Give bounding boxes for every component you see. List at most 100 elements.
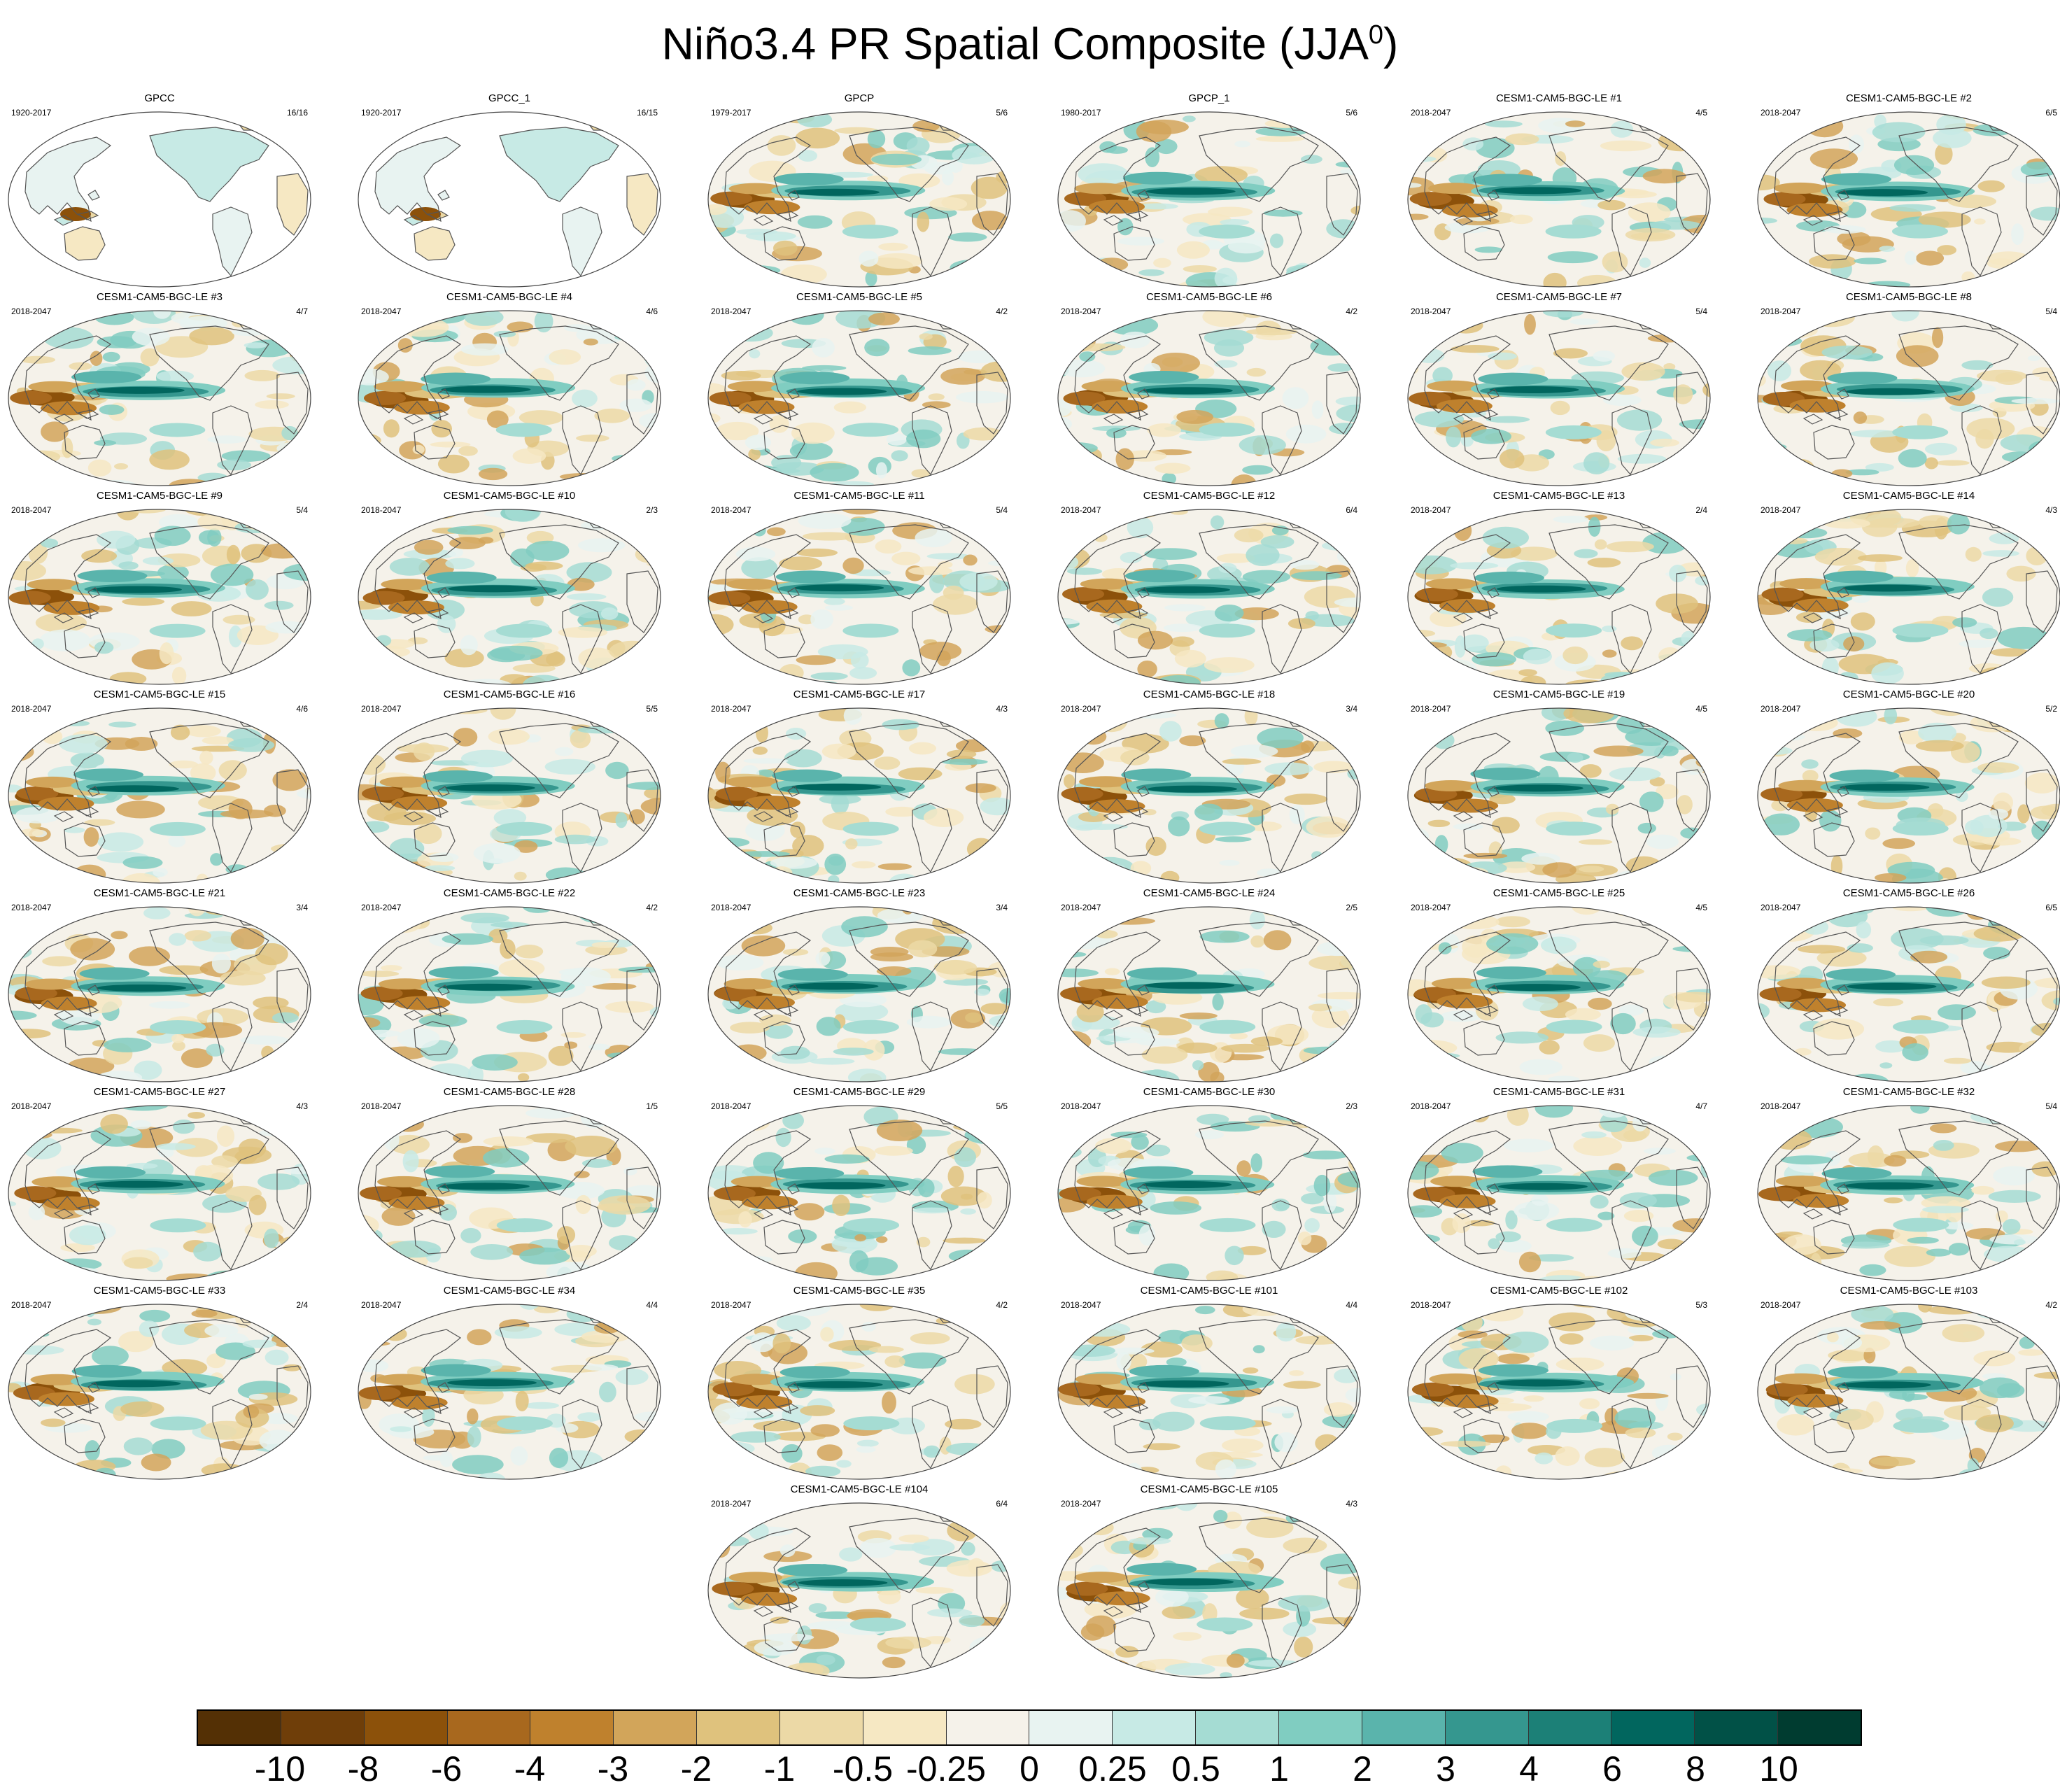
anomaly-blob <box>159 642 174 665</box>
map-outline <box>1057 906 1361 1082</box>
anomaly-blob <box>259 1129 291 1136</box>
anomaly-blob <box>959 572 998 591</box>
anomaly-blob <box>644 786 661 800</box>
anomaly-blob <box>591 942 619 948</box>
anomaly-blob <box>810 463 859 482</box>
dry-anomaly <box>14 1186 57 1201</box>
wet-anomaly <box>149 423 206 437</box>
anomaly-blob <box>990 1646 1010 1662</box>
coastline <box>1837 1382 1849 1393</box>
map-outline <box>1407 111 1711 288</box>
panel-title: CESM1-CAM5-BGC-LE #34 <box>443 1285 576 1297</box>
coastline <box>1424 931 1511 1017</box>
map-outline <box>1057 707 1361 884</box>
anomaly-blob <box>999 552 1010 567</box>
anomaly-blob <box>90 351 103 366</box>
colorbar-swatch <box>1196 1711 1279 1744</box>
anomaly-blob <box>708 251 740 262</box>
panel-title: CESM1-CAM5-BGC-LE #5 <box>796 291 923 303</box>
coastline <box>626 372 658 435</box>
anomaly-blob <box>94 641 114 654</box>
anomaly-blob <box>1164 604 1206 612</box>
coastline <box>427 1006 449 1015</box>
wet-anomaly <box>423 770 493 783</box>
anomaly-blob <box>397 1060 409 1075</box>
anomaly-blob <box>763 1068 784 1082</box>
anomaly-blob <box>558 968 588 976</box>
anomaly-blob <box>1427 819 1451 827</box>
anomaly-blob <box>156 1143 196 1150</box>
anomaly-blob <box>281 658 311 678</box>
anomaly-blob <box>1898 730 1925 745</box>
anomaly-blob <box>843 708 862 725</box>
anomaly-blob <box>97 832 144 852</box>
anomaly-blob <box>383 419 400 438</box>
coastline <box>1103 215 1124 226</box>
anomaly-blob <box>460 343 509 356</box>
anomaly-blob <box>1518 669 1537 677</box>
anomaly-blob <box>1311 1006 1350 1029</box>
anomaly-blob <box>1981 837 2022 846</box>
anomaly-blob <box>1313 1174 1331 1197</box>
coastline <box>912 1399 952 1469</box>
wet-anomaly <box>1199 1416 1256 1431</box>
precip-anomaly-map <box>1407 906 1711 1082</box>
coastline <box>437 1382 450 1393</box>
anomaly-blob <box>1222 759 1262 765</box>
land-fill <box>414 227 455 260</box>
anomaly-blob <box>1283 1381 1321 1389</box>
anomaly-blob <box>1301 740 1315 753</box>
dry-anomaly <box>727 381 781 393</box>
wet-anomaly <box>1478 1364 1548 1377</box>
panel-period: 2018-2047 <box>1761 1101 1801 1111</box>
anomaly-blob <box>1145 1000 1166 1014</box>
anomaly-blob <box>1339 463 1353 484</box>
panel-period: 2018-2047 <box>1761 505 1801 515</box>
coastline <box>1103 1606 1124 1617</box>
coastline <box>1487 1382 1500 1393</box>
dry-anomaly <box>1074 1572 1128 1583</box>
anomaly-blob <box>1989 532 2019 544</box>
anomaly-blob <box>565 1245 597 1258</box>
anomaly-blob <box>1264 910 1298 917</box>
anomaly-blob <box>1058 466 1100 485</box>
wet-anomaly <box>71 370 142 383</box>
anomaly-blob <box>1227 239 1265 254</box>
anomaly-blob <box>1947 195 1996 209</box>
anomaly-blob <box>1327 363 1353 372</box>
anomaly-blob <box>1152 1411 1195 1432</box>
coastline <box>1961 1001 2002 1072</box>
anomaly-blob <box>1058 1350 1065 1369</box>
dry-anomaly <box>726 578 780 590</box>
anomaly-blob <box>886 433 907 446</box>
coastline <box>777 1403 799 1413</box>
anomaly-blob <box>467 1408 479 1425</box>
anomaly-blob <box>2044 1059 2060 1071</box>
panel-period: 2018-2047 <box>361 903 402 912</box>
map-outline <box>1057 310 1361 486</box>
precip-anomaly-map <box>1757 111 2060 288</box>
anomaly-blob <box>172 1040 185 1051</box>
anomaly-blob <box>729 324 773 342</box>
dry-anomaly <box>736 1395 793 1409</box>
coastline <box>1453 1208 1474 1220</box>
anomaly-blob <box>1679 215 1710 234</box>
coastline <box>1074 1528 1162 1614</box>
coastline <box>1127 1204 1149 1214</box>
coastline <box>499 1319 619 1395</box>
anomaly-blob <box>1910 1106 1930 1114</box>
anomaly-blob <box>1283 1621 1317 1637</box>
coastline <box>1676 570 1708 633</box>
coastline <box>1137 190 1150 201</box>
panel-title: CESM1-CAM5-BGC-LE #103 <box>1840 1285 1978 1297</box>
anomaly-blob <box>28 1204 45 1220</box>
anomaly-blob <box>1199 930 1250 943</box>
anomaly-blob <box>264 600 294 610</box>
map-panel: CESM1-CAM5-BGC-LE #104 2018-2047 6/4 <box>705 1483 1013 1682</box>
anomaly-blob <box>142 556 174 565</box>
dry-anomaly <box>1089 799 1145 814</box>
wet-anomaly <box>842 821 899 836</box>
coastline <box>849 524 969 600</box>
wet-anomaly <box>1847 982 1937 990</box>
anomaly-blob <box>708 454 752 472</box>
